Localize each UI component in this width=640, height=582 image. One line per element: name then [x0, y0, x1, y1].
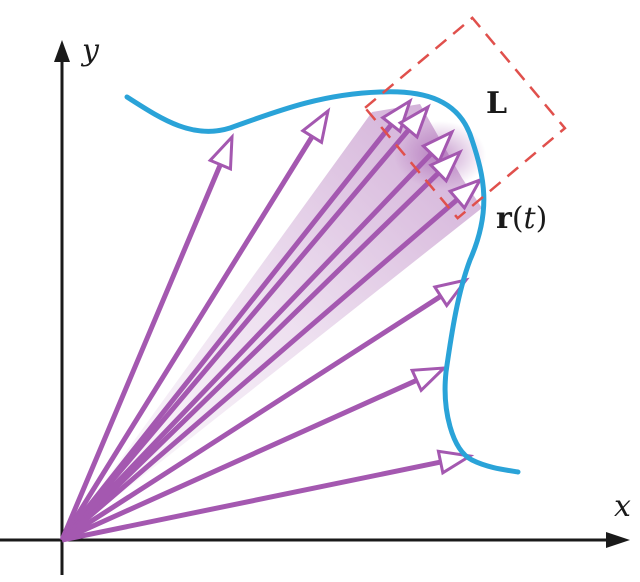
vector-arrowhead: [397, 103, 431, 140]
vector-arrowhead: [300, 107, 331, 145]
vector-shaft: [60, 122, 394, 542]
vector-shaft: [61, 459, 442, 543]
position-vectors: [59, 97, 484, 543]
vector-shaft: [60, 378, 418, 543]
vector-arrowhead: [428, 148, 464, 184]
vector-arrowhead: [420, 128, 456, 164]
vector-shaft: [60, 171, 441, 542]
vector-shaft: [60, 294, 443, 543]
vector-shaft: [59, 163, 223, 541]
curve-r-of-t: [124, 89, 521, 475]
y-axis-label: y: [80, 33, 100, 68]
x-axis-label: x: [614, 489, 631, 524]
vector-arrowhead: [436, 449, 475, 476]
vector-arrowhead: [447, 177, 484, 211]
vector-arrowhead: [432, 277, 470, 309]
window-label: L: [486, 86, 507, 121]
x-axis-arrowhead: [606, 532, 630, 548]
vector-shaft: [60, 128, 411, 542]
curve-label-close: ): [536, 201, 548, 236]
curve-label-bold: r: [496, 201, 513, 236]
curve-label-open: (: [512, 201, 524, 236]
curve-label-arg: t: [524, 201, 537, 236]
window-box: [363, 16, 567, 220]
y-axis-arrowhead: [54, 40, 70, 62]
vector-shaft: [60, 151, 434, 542]
vector-shaft: [59, 135, 315, 542]
vector-arrowhead: [409, 366, 448, 393]
axes: [0, 40, 630, 575]
vector-shaft: [60, 197, 459, 542]
curve-label: r(t): [496, 201, 547, 236]
vector-arrowhead: [380, 97, 413, 134]
vector-arrowhead: [207, 132, 234, 172]
